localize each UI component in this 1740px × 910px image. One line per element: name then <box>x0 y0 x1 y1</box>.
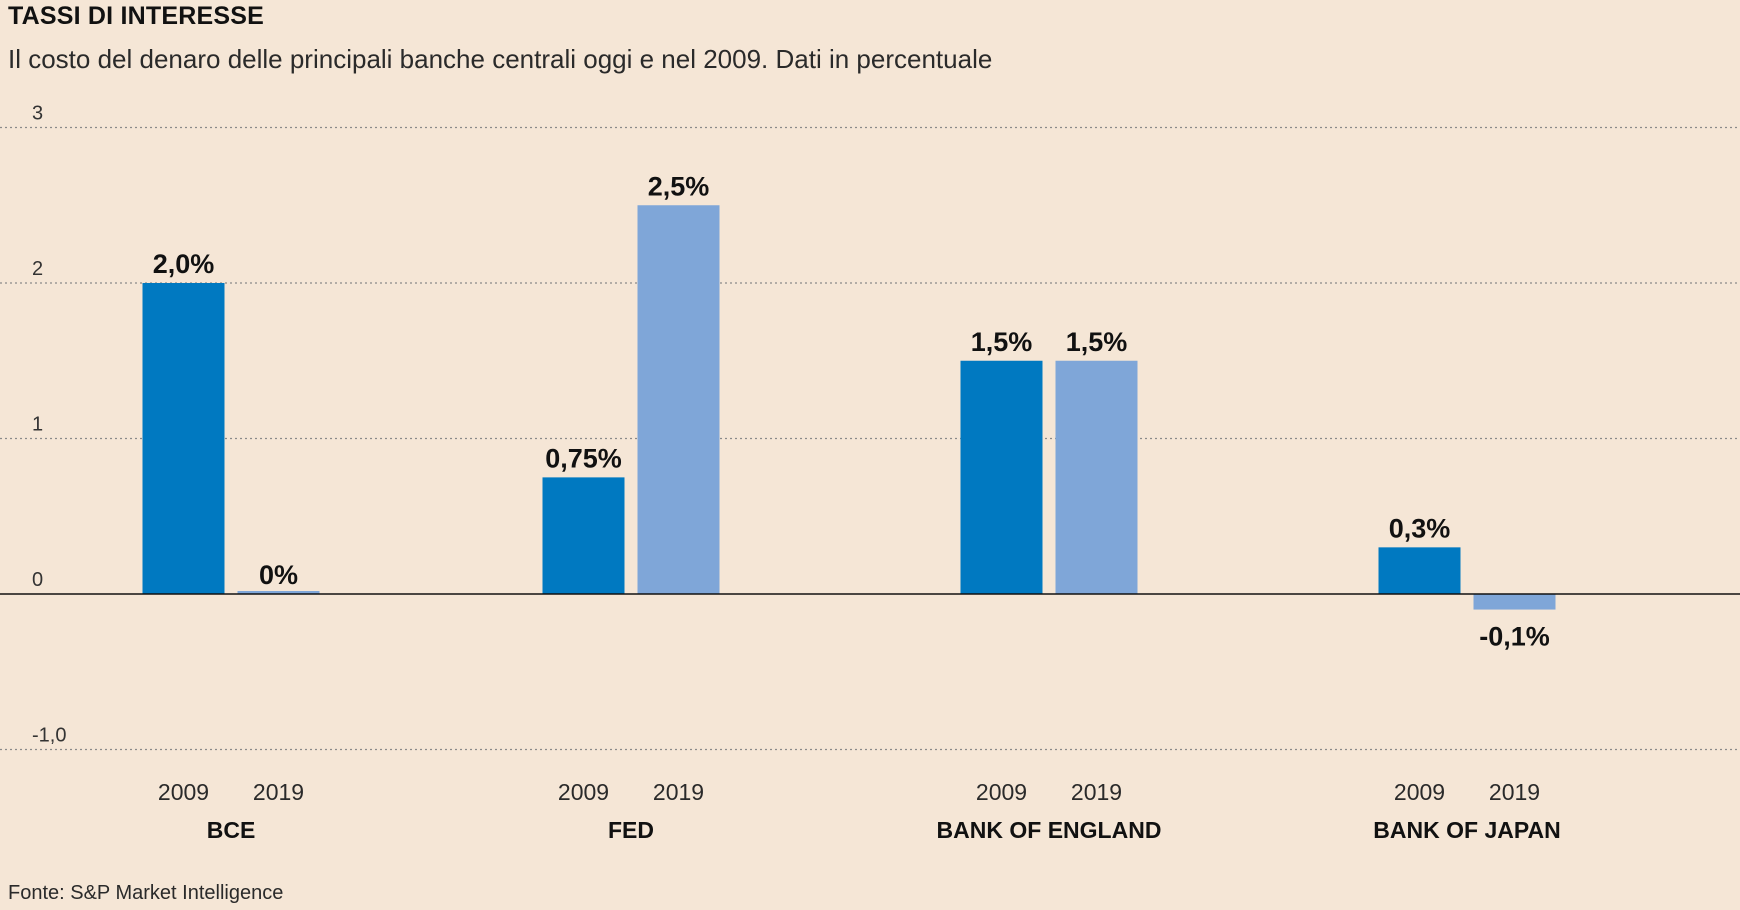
bar-bce-2019 <box>237 591 320 594</box>
x-tick-label: 2009 <box>976 779 1027 805</box>
data-label: 0,75% <box>545 443 622 473</box>
bar-bce-2009 <box>142 283 225 594</box>
x-tick-label: 2019 <box>1071 779 1122 805</box>
y-tick-label: 0 <box>32 569 43 591</box>
x-tick-label: 2019 <box>253 779 304 805</box>
data-label: 2,5% <box>648 171 710 201</box>
x-tick-label: 2009 <box>158 779 209 805</box>
data-label: 0,3% <box>1389 513 1451 543</box>
y-tick-label: 3 <box>32 103 43 125</box>
category-label: BANK OF JAPAN <box>1373 817 1560 843</box>
bar-bank-of-england-2019 <box>1055 360 1138 594</box>
x-tick-label: 2019 <box>1489 779 1540 805</box>
data-label: 0% <box>259 560 298 590</box>
data-label: 1,5% <box>1066 327 1128 357</box>
y-tick-label: 1 <box>32 414 43 436</box>
bar-bank-of-japan-2019 <box>1473 594 1556 610</box>
chart-subtitle: Il costo del denaro delle principali ban… <box>8 44 993 74</box>
category-label: FED <box>608 817 654 843</box>
data-label: 2,0% <box>153 249 215 279</box>
x-tick-label: 2009 <box>558 779 609 805</box>
data-label: -0,1% <box>1479 622 1550 652</box>
bar-fed-2019 <box>637 205 720 594</box>
source-note: Fonte: S&P Market Intelligence <box>8 882 284 904</box>
category-label: BCE <box>207 817 256 843</box>
chart-title: TASSI DI INTERESSE <box>8 2 264 30</box>
data-label: 1,5% <box>971 327 1033 357</box>
y-tick-label: 2 <box>32 258 43 280</box>
x-tick-label: 2009 <box>1394 779 1445 805</box>
bar-bank-of-england-2009 <box>960 360 1043 594</box>
y-tick-label: -1,0 <box>32 725 66 747</box>
x-tick-label: 2019 <box>653 779 704 805</box>
bar-fed-2009 <box>542 477 625 594</box>
category-label: BANK OF ENGLAND <box>937 817 1162 843</box>
bar-bank-of-japan-2009 <box>1378 547 1461 594</box>
